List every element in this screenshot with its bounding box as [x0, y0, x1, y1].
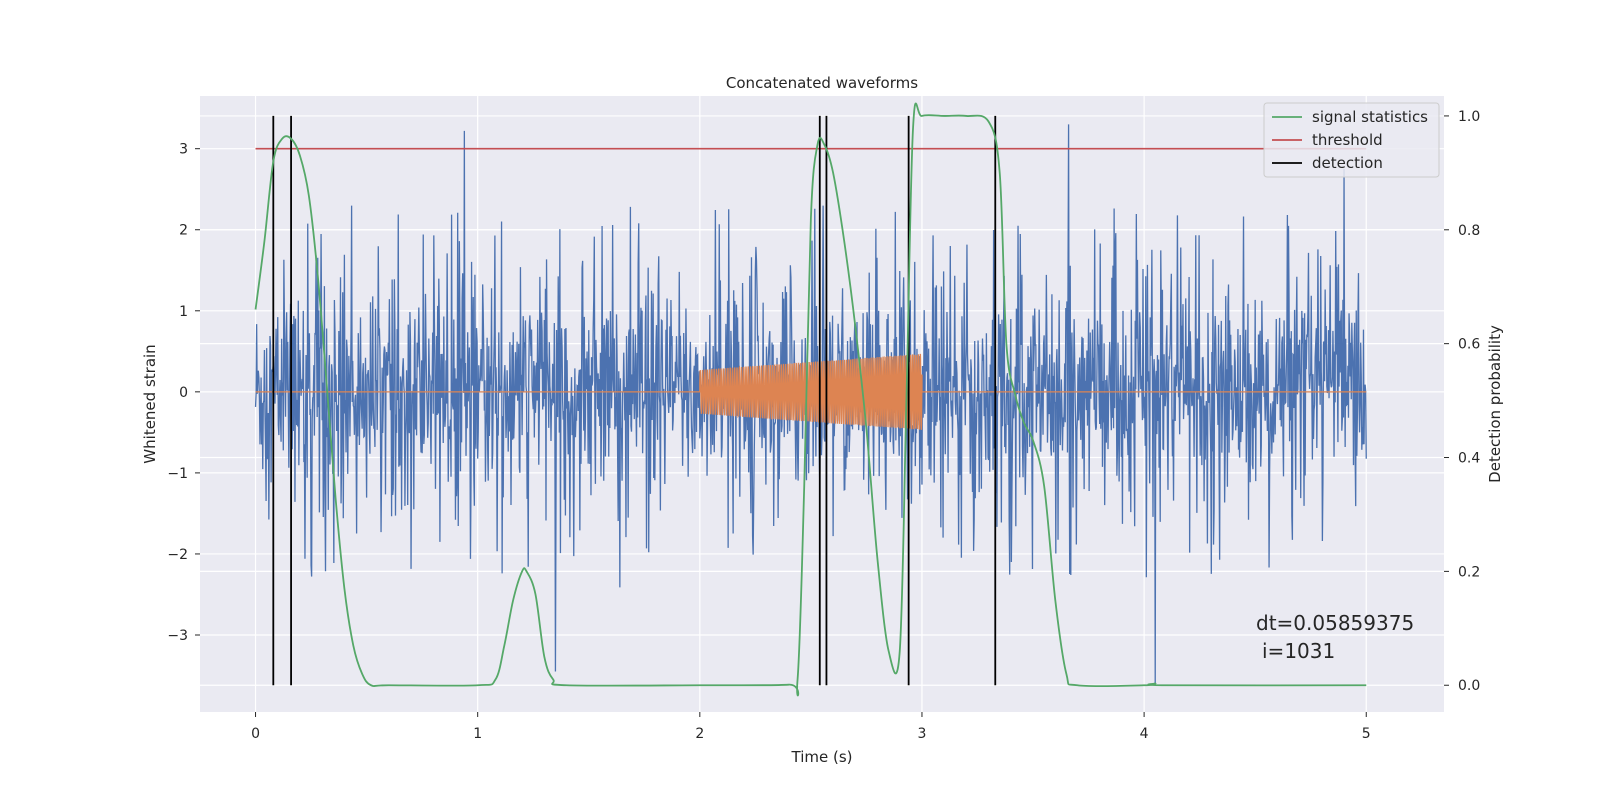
x-axis-label: Time (s): [791, 748, 853, 766]
chart-title: Concatenated waveforms: [726, 74, 918, 92]
y2-tick-label: 0.8: [1458, 223, 1480, 239]
legend-label-detection: detection: [1312, 154, 1383, 172]
legend: signal statistics threshold detection: [1263, 102, 1440, 178]
ticks: 0 1 2 3 4 5 3 2 1 0 −1 −2 −3 1.0 0.8 0.6 0.4 0.2 0.0: [167, 109, 1480, 742]
annotation-dt: dt=0.05859375: [1256, 611, 1414, 635]
x-tick-label: 0: [251, 726, 260, 742]
axes-labels: Concatenated waveforms Time (s) Whitened…: [141, 74, 1504, 766]
y-tick-label: 1: [179, 304, 188, 320]
legend-label-signal-statistics: signal statistics: [1312, 108, 1428, 126]
y2-tick-label: 0.0: [1458, 678, 1480, 694]
x-tick-label: 1: [473, 726, 482, 742]
y-tick-label: 2: [179, 223, 188, 239]
x-tick-label: 2: [695, 726, 704, 742]
series-layer: [254, 102, 1367, 697]
y-axis-label: Whitened strain: [141, 344, 159, 463]
y2-tick-label: 0.6: [1458, 337, 1480, 353]
legend-box: [1263, 102, 1440, 178]
y-tick-label: −2: [167, 547, 188, 563]
y2-tick-label: 1.0: [1458, 109, 1480, 125]
legend-label-threshold: threshold: [1312, 131, 1383, 149]
y-tick-label: 0: [179, 385, 188, 401]
signal-statistics-line: [254, 102, 1367, 697]
x-tick-label: 5: [1362, 726, 1371, 742]
y-tick-label: 3: [179, 142, 188, 158]
y2-axis-label: Detection probability: [1486, 325, 1504, 483]
annotation: dt=0.05859375 i=1031: [1256, 611, 1414, 663]
x-tick-label: 3: [918, 726, 927, 742]
y2-tick-label: 0.4: [1458, 451, 1480, 467]
y2-tick-label: 0.2: [1458, 564, 1480, 580]
annotation-i: i=1031: [1262, 639, 1335, 663]
injected-chirp-line: [255, 353, 1367, 430]
y-tick-label: −1: [167, 466, 188, 482]
y-tick-label: −3: [167, 628, 188, 644]
x-tick-label: 4: [1140, 726, 1149, 742]
